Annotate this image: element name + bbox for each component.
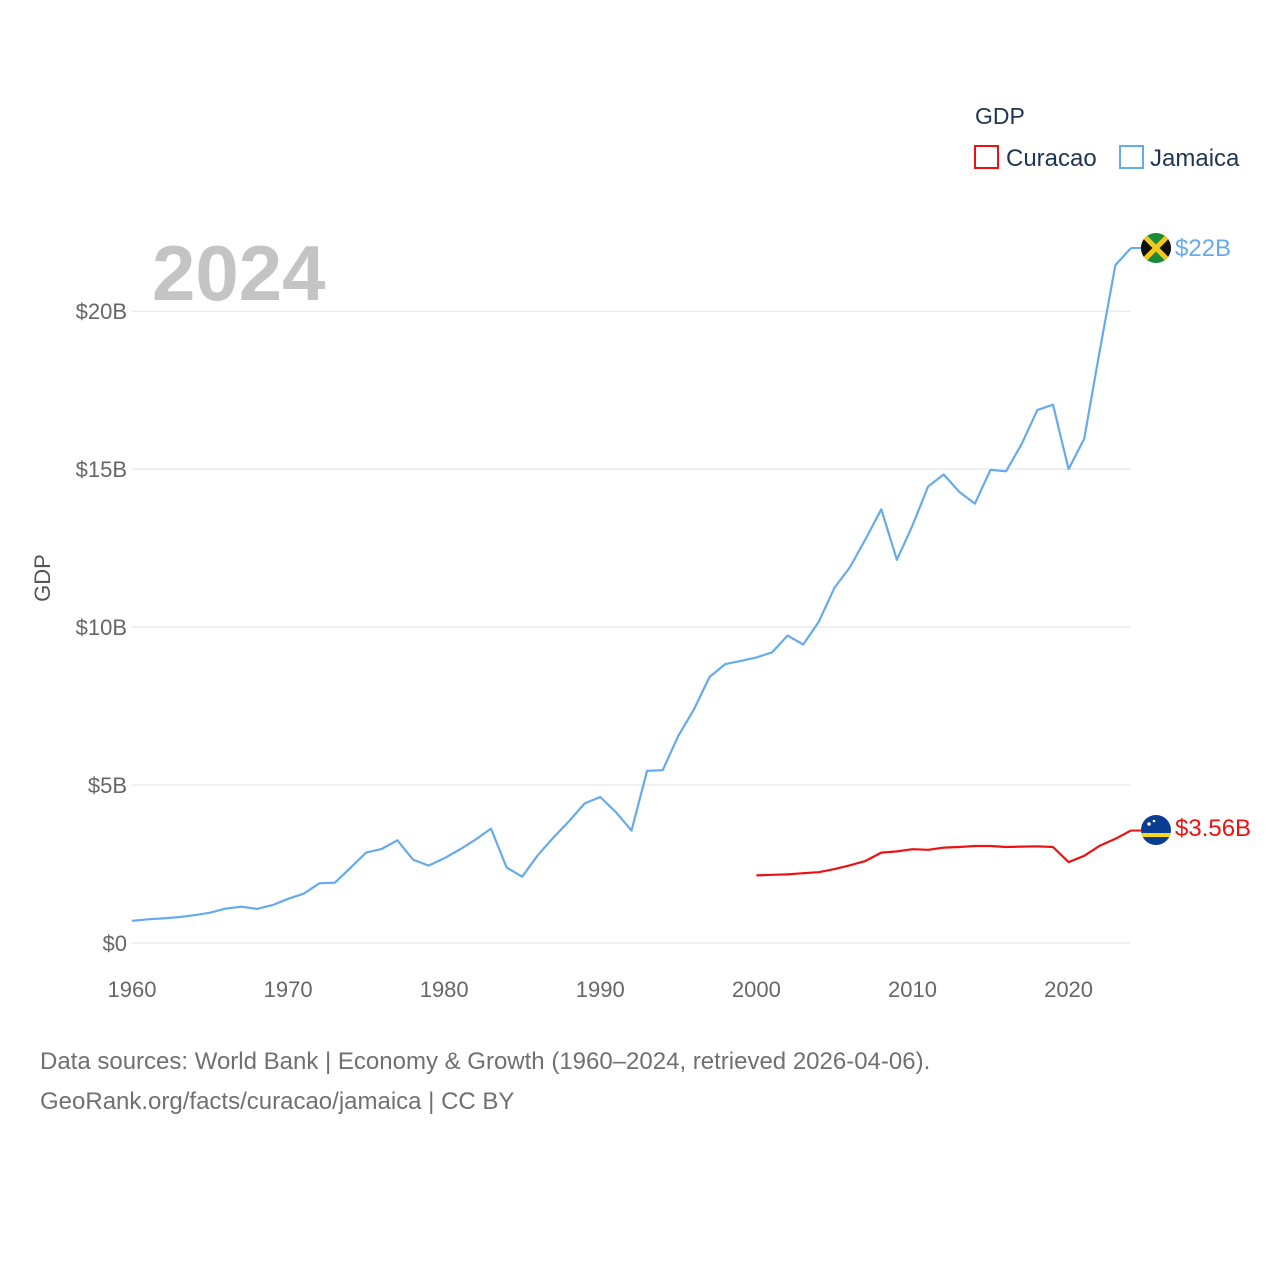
series-line-jamaica (131, 247, 1132, 922)
x-tick-label: 2010 (888, 977, 937, 1002)
legend-title: GDP (975, 103, 1025, 129)
legend-item-curacao[interactable]: Curacao (974, 145, 1097, 172)
y-tick-label: $15B (76, 457, 127, 482)
legend-label-curacao: Curacao (1006, 145, 1097, 172)
curacao-flag (1141, 815, 1171, 845)
y-tick-label: $10B (76, 615, 127, 640)
gridlines (132, 310, 1131, 944)
jamaica-end-value: $22B (1175, 235, 1231, 262)
y-axis-title: GDP (30, 554, 55, 602)
y-tick-label: $0 (103, 931, 127, 956)
y-tick-label: $5B (88, 773, 127, 798)
y-tick-label: $20B (76, 299, 127, 324)
legend-item-jamaica[interactable]: Jamaica (1119, 145, 1240, 172)
year-label: 2024 (152, 229, 326, 317)
x-tick-label: 2000 (732, 977, 781, 1002)
series-line-curacao (756, 829, 1132, 877)
x-tick-label: 2020 (1044, 977, 1093, 1002)
footer: Data sources: World Bank | Economy & Gro… (40, 1042, 930, 1122)
x-tick-label: 1980 (420, 977, 469, 1002)
y-axis-ticks: $0 $5B $10B $15B $20B (76, 299, 127, 956)
legend-label-jamaica: Jamaica (1150, 145, 1240, 172)
jamaica-end-marker: $22B (1141, 233, 1231, 263)
x-axis-ticks: 1960 1970 1980 1990 2000 2010 2020 (108, 977, 1094, 1002)
x-tick-label: 1960 (108, 977, 157, 1002)
x-tick-label: 1970 (264, 977, 313, 1002)
gdp-line-chart: $0 $5B $10B $15B $20B 1960 1970 1980 1990 2000 20… (30, 103, 1251, 1002)
x-tick-label: 1990 (576, 977, 625, 1002)
source-link[interactable]: GeoRank.org/facts/curacao/jamaica | CC B… (40, 1088, 515, 1115)
legend-swatch-jamaica (1119, 145, 1144, 169)
data-source-note: Data sources: World Bank | Economy & Gro… (40, 1048, 931, 1075)
series-lines (131, 247, 1141, 922)
legend: GDP Curacao Jamaica (974, 103, 1240, 172)
legend-swatch-curacao (974, 145, 999, 169)
jamaica-flag (1141, 233, 1171, 263)
curacao-end-marker: $3.56B (1141, 815, 1251, 845)
curacao-end-value: $3.56B (1175, 815, 1251, 842)
